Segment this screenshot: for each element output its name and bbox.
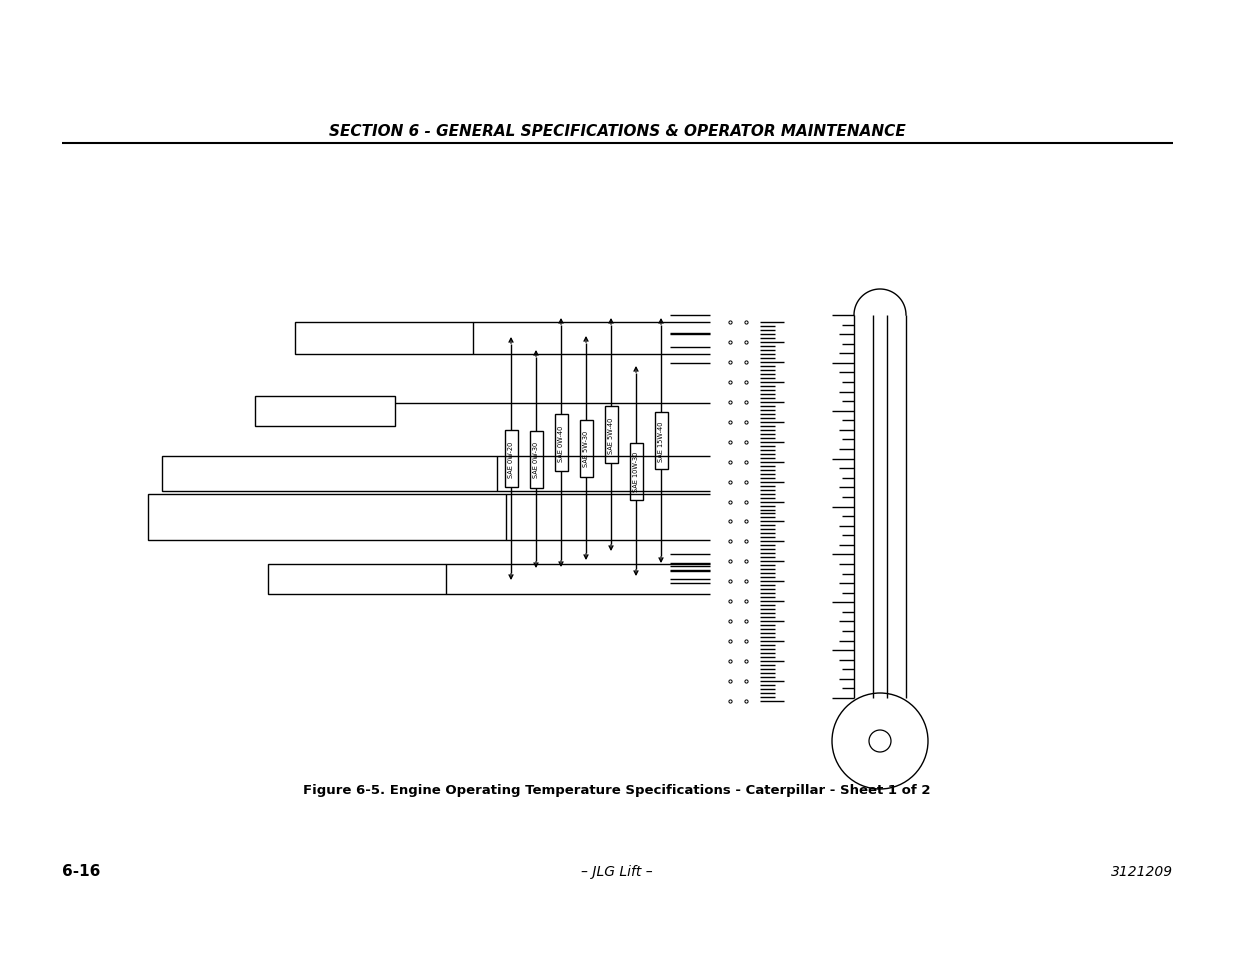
Bar <box>555 415 568 472</box>
Text: Figure 6-5. Engine Operating Temperature Specifications - Caterpillar - Sheet 1 : Figure 6-5. Engine Operating Temperature… <box>304 783 931 797</box>
Text: 6-16: 6-16 <box>62 863 100 879</box>
Text: 3121209: 3121209 <box>1110 864 1173 878</box>
Bar <box>579 420 593 477</box>
Text: SAE 0W-20: SAE 0W-20 <box>508 441 514 477</box>
Text: SECTION 6 - GENERAL SPECIFICATIONS & OPERATOR MAINTENANCE: SECTION 6 - GENERAL SPECIFICATIONS & OPE… <box>329 123 905 138</box>
Text: SAE 15W-40: SAE 15W-40 <box>658 421 664 461</box>
Text: SAE 5W-30: SAE 5W-30 <box>583 431 589 467</box>
Bar <box>268 564 446 595</box>
Bar <box>530 431 542 488</box>
Text: SAE 10W-30: SAE 10W-30 <box>634 452 638 492</box>
Bar <box>630 443 642 500</box>
Bar <box>162 456 496 492</box>
Text: – JLG Lift –: – JLG Lift – <box>582 864 653 878</box>
Bar <box>295 323 473 355</box>
Bar <box>655 413 667 470</box>
Text: SAE 5W-40: SAE 5W-40 <box>608 416 614 454</box>
Text: SAE 0W-40: SAE 0W-40 <box>558 425 564 461</box>
Bar <box>604 407 618 463</box>
Bar <box>505 431 517 488</box>
Bar <box>254 396 395 427</box>
Bar <box>148 495 506 540</box>
Text: SAE 0W-30: SAE 0W-30 <box>534 441 538 477</box>
